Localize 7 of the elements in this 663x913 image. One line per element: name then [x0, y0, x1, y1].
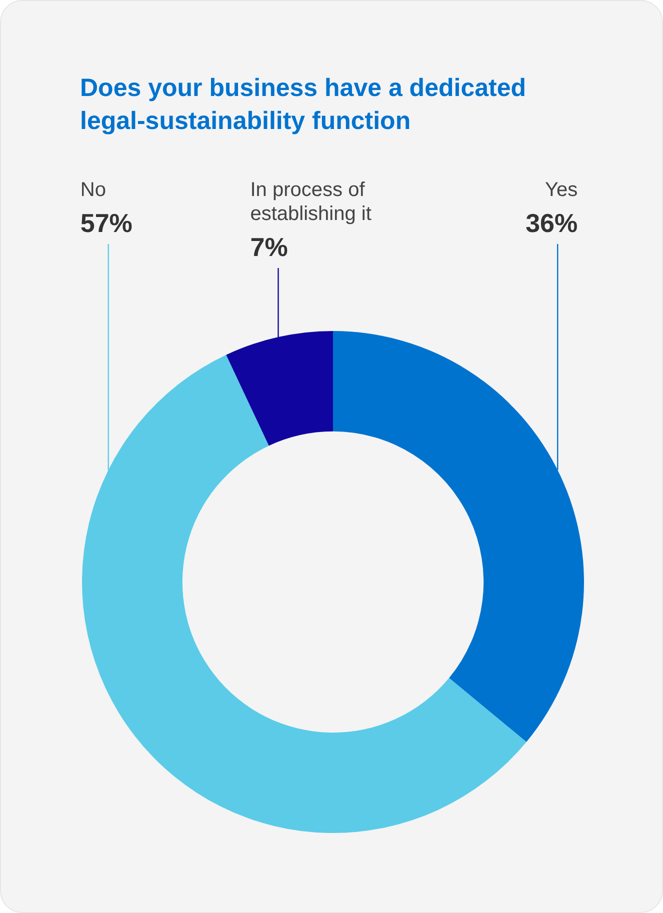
data-label: 36%: [526, 208, 578, 238]
slice-label: In process of establishing it: [250, 179, 372, 225]
data-label: 57%: [80, 208, 132, 238]
slice-label: Yes: [544, 179, 578, 201]
chart-title: Does your business have a dedicated legal-sustainability function: [80, 73, 527, 137]
slice-label: No: [80, 179, 106, 201]
data-label: 7%: [250, 232, 288, 262]
